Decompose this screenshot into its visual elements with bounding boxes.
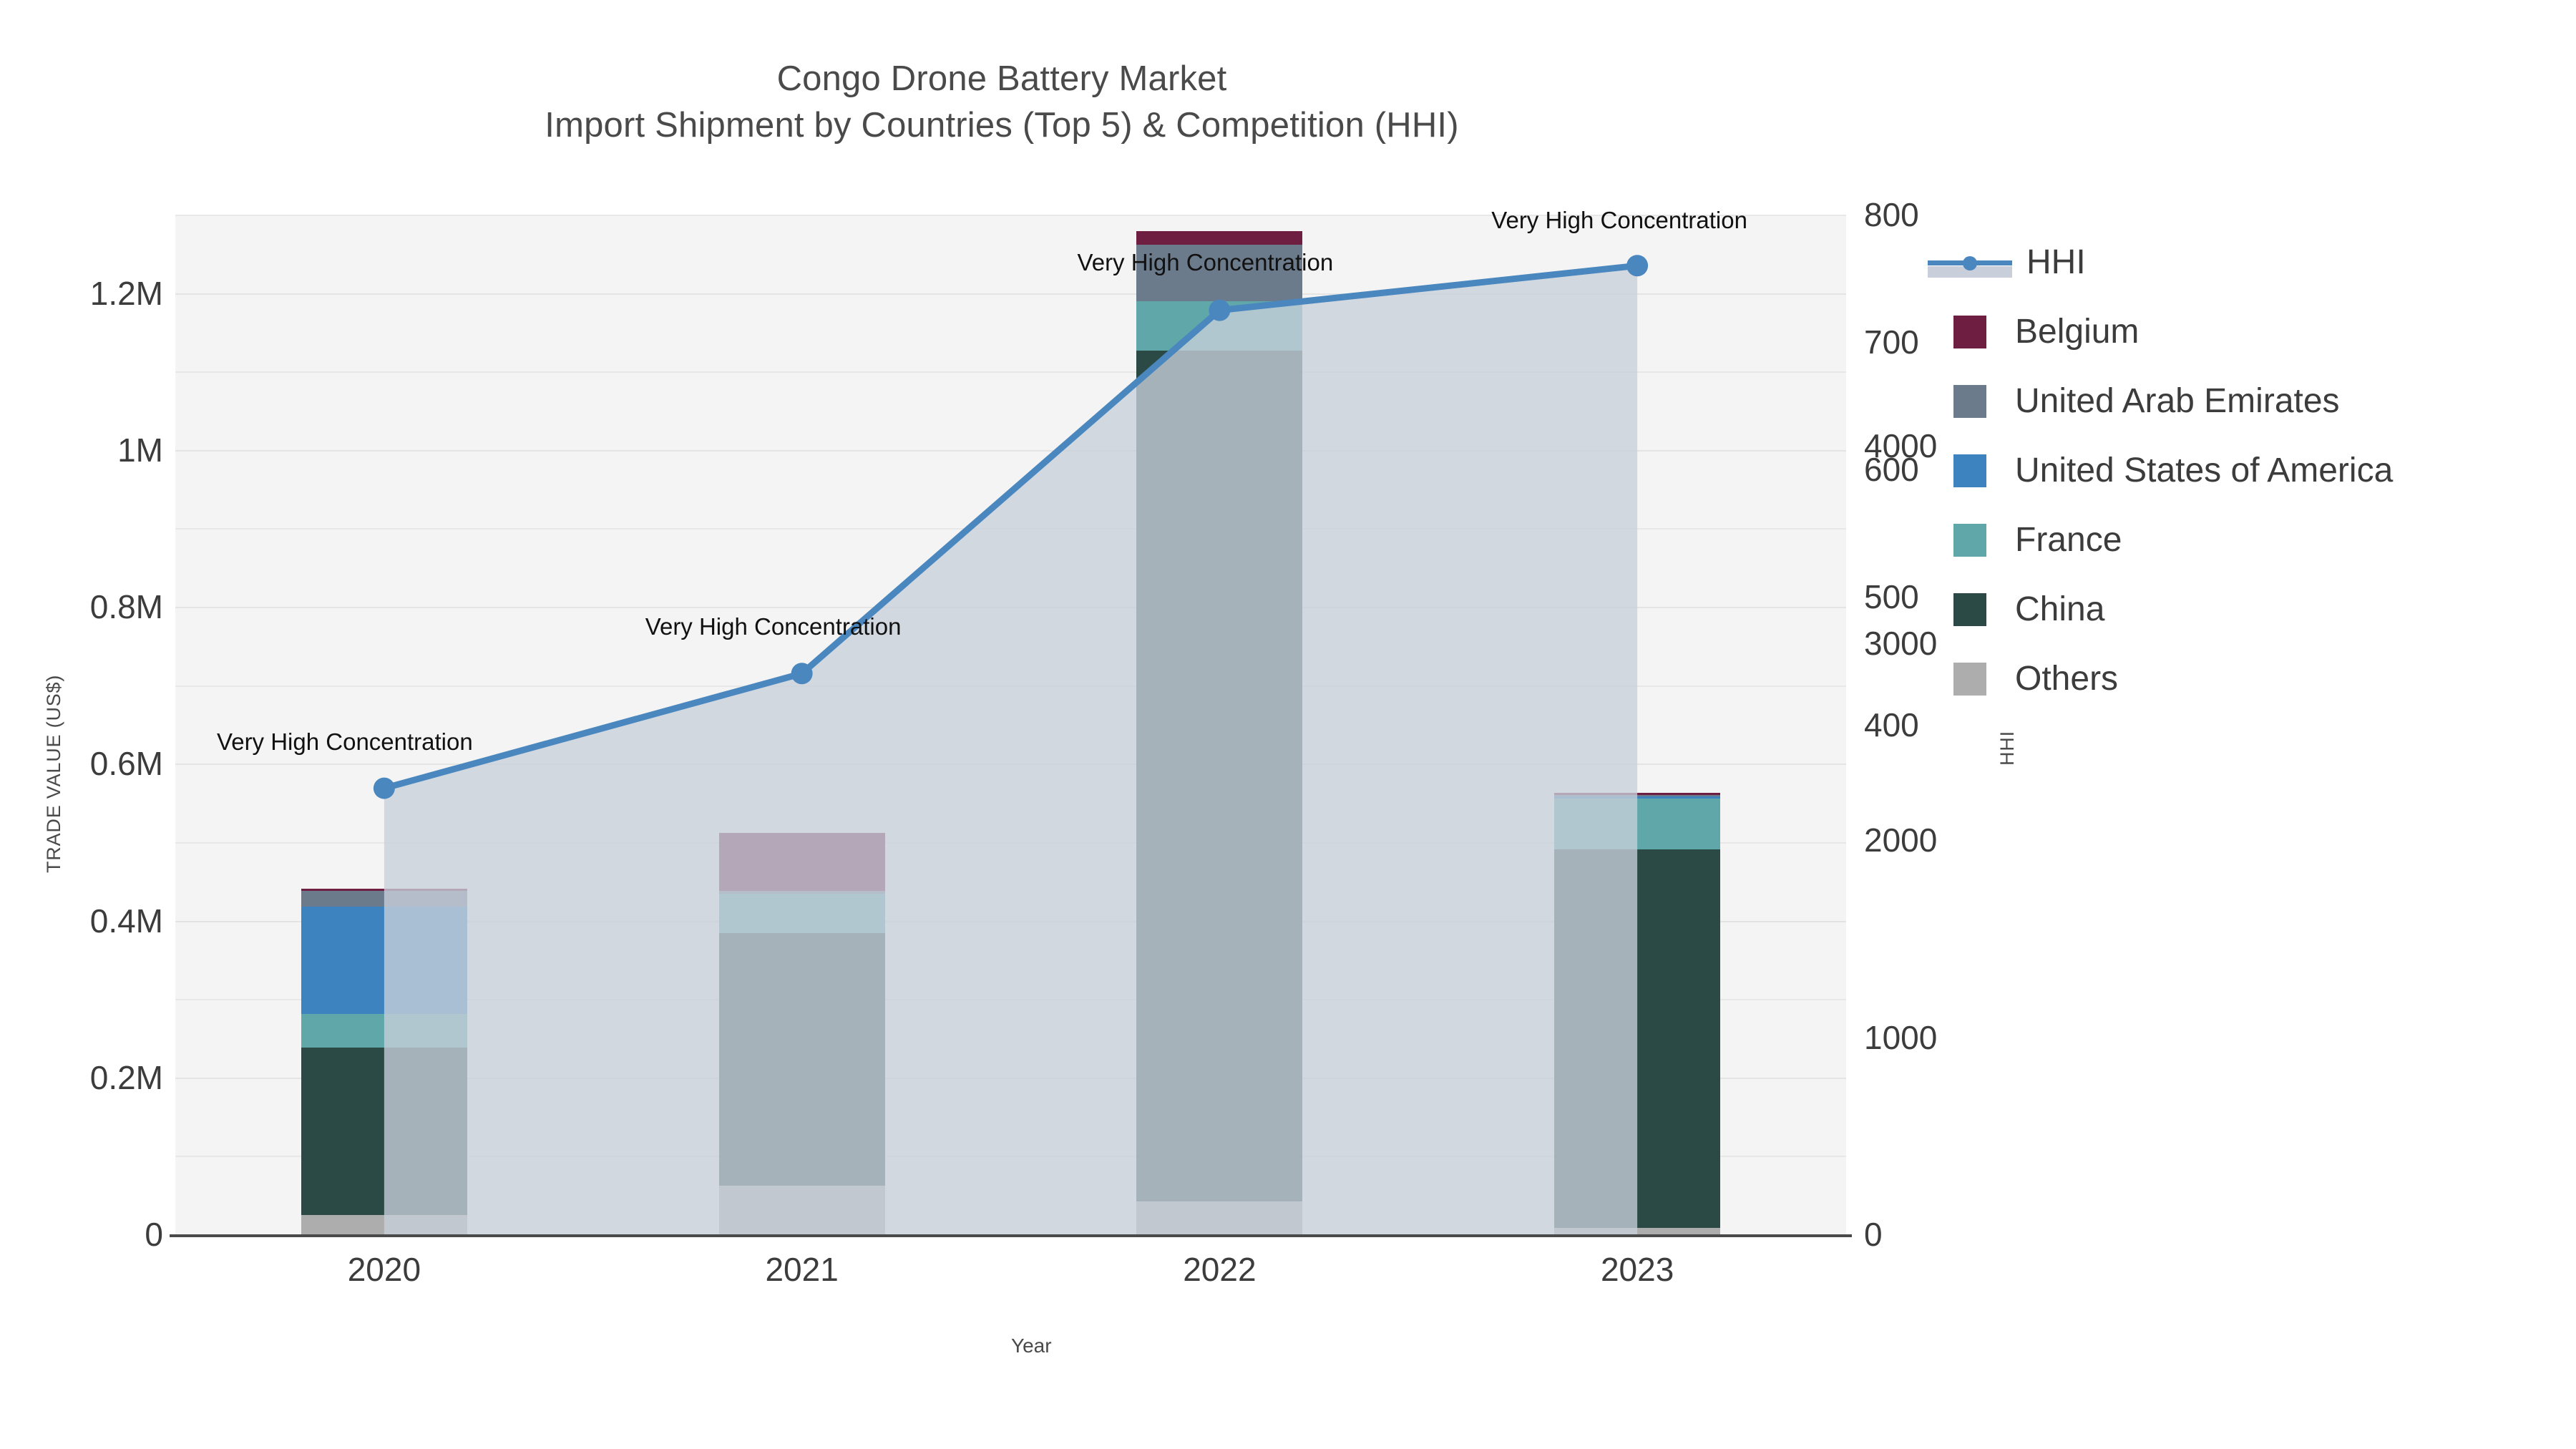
annotation-2020: Very High Concentration	[217, 728, 473, 755]
y-axis-tick-left-2: 0.4M	[89, 902, 163, 940]
y-axis-tick-right-secondary-3: 700	[1864, 323, 1919, 361]
legend-item-united-states-of-america[interactable]: United States of America	[1953, 436, 2540, 505]
legend-swatch-icon	[1953, 454, 1986, 487]
legend-item-label: China	[2015, 590, 2105, 628]
annotation-2021: Very High Concentration	[645, 613, 902, 640]
chart-legend: HHI Belgium United Arab Emirates United Sta…	[1928, 228, 2540, 713]
x-axis-tick-2022: 2022	[1183, 1251, 1257, 1288]
hhi-point-2021[interactable]	[791, 663, 813, 685]
legend-item-united-arab-emirates[interactable]: United Arab Emirates	[1953, 366, 2540, 436]
y-axis-tick-right-secondary-4: 800	[1864, 196, 1919, 233]
legend-item-others[interactable]: Others	[1953, 644, 2540, 713]
gridline	[175, 449, 1846, 452]
legend-item-label: Belgium	[2015, 313, 2140, 351]
legend-item-china[interactable]: China	[1953, 575, 2540, 644]
legend-item-hhi[interactable]: HHI	[1928, 228, 2540, 297]
chart-plot-area: Very High Concentration Very High Concent…	[170, 207, 1852, 1237]
chart-title: Congo Drone Battery Market Import Shipme…	[0, 56, 2004, 148]
y-axis-tick-right-secondary-2: 600	[1864, 451, 1919, 489]
legend-item-label: Others	[2015, 660, 2119, 698]
x-axis-line	[170, 1234, 1852, 1237]
annotation-2022: Very High Concentration	[1077, 248, 1334, 275]
y-axis-tick-left-0: 0	[145, 1216, 163, 1253]
x-axis-tick-2021: 2021	[765, 1251, 839, 1288]
legend-swatch-icon	[1953, 523, 1986, 557]
hhi-overlay	[373, 255, 1649, 1234]
legend-item-label: United Arab Emirates	[2015, 382, 2340, 420]
bar-segment-united-arab-emirates-2022[interactable]	[1136, 244, 1303, 301]
chart-title-line-2: Import Shipment by Countries (Top 5) & C…	[545, 105, 1459, 145]
y-axis-tick-left-5: 1M	[117, 431, 163, 469]
gridline	[175, 293, 1846, 295]
hhi-area-fill	[384, 265, 1638, 1234]
hhi-point-2023[interactable]	[1626, 255, 1649, 277]
legend-line-icon	[1928, 246, 2012, 279]
y-axis-tick-right-primary-3: 3000	[1864, 624, 1938, 662]
y-axis-tick-right-primary-0: 0	[1864, 1216, 1883, 1253]
chart-title-line-1: Congo Drone Battery Market	[776, 59, 1227, 98]
y-axis-tick-left-6: 1.2M	[89, 274, 163, 312]
legend-item-belgium[interactable]: Belgium	[1953, 297, 2540, 366]
y-axis-tick-right-secondary-0: 400	[1864, 706, 1919, 743]
x-axis-label: Year	[1011, 1335, 1052, 1357]
hhi-point-2020[interactable]	[373, 777, 395, 799]
legend-swatch-icon	[1953, 384, 1986, 418]
y-axis-tick-left-3: 0.6M	[89, 745, 163, 783]
y-axis-tick-right-primary-2: 2000	[1864, 821, 1938, 859]
legend-swatch-icon	[1953, 592, 1986, 626]
y-axis-label-right: HHI	[1996, 731, 2018, 766]
gridline	[175, 215, 1846, 216]
y-axis-tick-left-1: 0.2M	[89, 1058, 163, 1096]
y-axis-label-left: TRADE VALUE (US$)	[43, 674, 64, 873]
y-axis-tick-right-secondary-1: 500	[1864, 578, 1919, 616]
legend-item-label: United States of America	[2015, 452, 2394, 489]
legend-item-france[interactable]: France	[1953, 505, 2540, 575]
x-axis-tick-2020: 2020	[347, 1251, 421, 1288]
legend-item-label: HHI	[2026, 243, 2086, 281]
gridline	[175, 371, 1846, 374]
legend-swatch-icon	[1953, 662, 1986, 696]
y-axis-tick-left-4: 0.8M	[89, 588, 163, 626]
hhi-point-2022[interactable]	[1209, 299, 1231, 321]
x-axis-tick-2023: 2023	[1600, 1251, 1674, 1288]
bar-segment-belgium-2022[interactable]	[1136, 231, 1303, 245]
legend-item-label: France	[2015, 521, 2122, 559]
y-axis-tick-right-primary-1: 1000	[1864, 1018, 1938, 1056]
hhi-line	[381, 262, 1641, 792]
annotation-2023: Very High Concentration	[1491, 207, 1747, 234]
legend-swatch-icon	[1953, 315, 1986, 348]
y-axis-tick-right-primary-4: 4000	[1864, 427, 1938, 465]
